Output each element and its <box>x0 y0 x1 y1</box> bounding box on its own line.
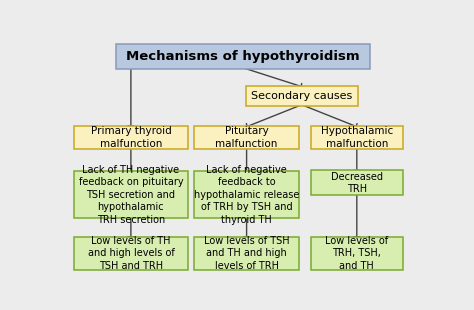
Text: Pituitary
malfunction: Pituitary malfunction <box>215 126 278 149</box>
FancyBboxPatch shape <box>311 237 403 270</box>
FancyBboxPatch shape <box>194 171 299 218</box>
Text: Hypothalamic
malfunction: Hypothalamic malfunction <box>321 126 393 149</box>
FancyBboxPatch shape <box>74 126 188 149</box>
FancyBboxPatch shape <box>311 170 403 195</box>
Text: Lack of TH negative
feedback on pituitary
TSH secretion and
hypothalamic
TRH sec: Lack of TH negative feedback on pituitar… <box>79 165 183 224</box>
Text: Secondary causes: Secondary causes <box>251 91 352 101</box>
FancyBboxPatch shape <box>116 44 370 69</box>
FancyBboxPatch shape <box>194 237 299 270</box>
Text: Lack of negative
feedback to
hypothalamic release
of TRH by TSH and
thyroid TH: Lack of negative feedback to hypothalami… <box>194 165 299 224</box>
Text: Primary thyroid
malfunction: Primary thyroid malfunction <box>91 126 171 149</box>
Text: Decreased
TRH: Decreased TRH <box>331 172 383 194</box>
Text: Low levels of TH
and high levels of
TSH and TRH: Low levels of TH and high levels of TSH … <box>88 236 174 271</box>
FancyBboxPatch shape <box>246 86 358 106</box>
Text: Mechanisms of hypothyroidism: Mechanisms of hypothyroidism <box>126 50 360 63</box>
FancyBboxPatch shape <box>74 237 188 270</box>
Text: Low levels of
TRH, TSH,
and TH: Low levels of TRH, TSH, and TH <box>325 236 388 271</box>
FancyBboxPatch shape <box>311 126 403 149</box>
FancyBboxPatch shape <box>74 171 188 218</box>
FancyBboxPatch shape <box>194 126 299 149</box>
Text: Low levels of TSH
and TH and high
levels of TRH: Low levels of TSH and TH and high levels… <box>204 236 290 271</box>
